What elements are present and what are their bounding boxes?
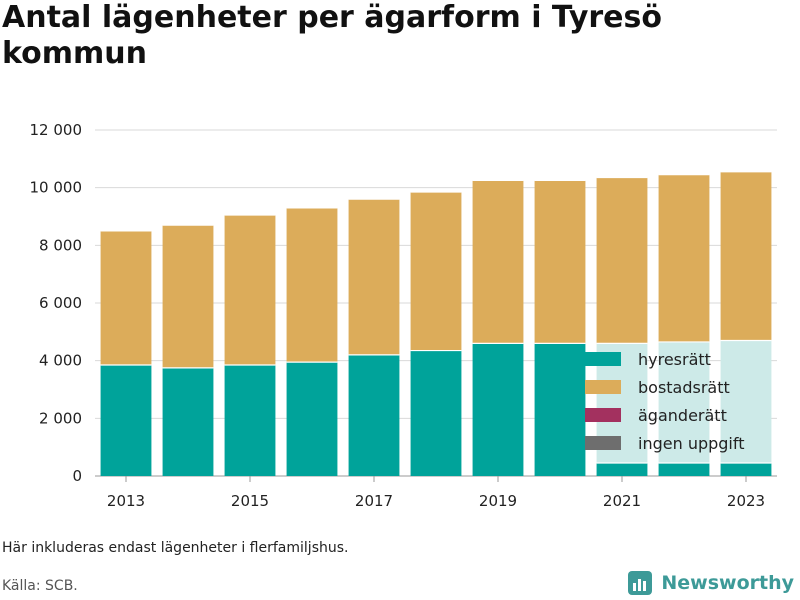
bars	[100, 171, 772, 476]
y-tick-label: 0	[72, 467, 82, 485]
x-tick-label: 2013	[107, 492, 145, 510]
bar-segment-2013[interactable]	[100, 364, 152, 476]
bar-segment-2014[interactable]	[162, 225, 214, 368]
y-tick-label: 10 000	[30, 179, 83, 197]
y-tick-label: 6 000	[39, 294, 82, 312]
x-tick-label: 2019	[479, 492, 517, 510]
brand-name: Newsworthy	[661, 572, 794, 594]
x-tick-label: 2017	[355, 492, 393, 510]
y-tick-label: 4 000	[39, 352, 82, 370]
legend-swatch-2	[585, 408, 621, 422]
bar-segment-2023[interactable]	[720, 340, 772, 464]
legend: hyresrätt bostadsrätt äganderätt ingen uppg…	[585, 350, 745, 453]
legend-label-2: äganderätt	[638, 406, 727, 425]
y-tick-label: 2 000	[39, 409, 82, 427]
bar-segment-2015[interactable]	[224, 215, 276, 365]
legend-label-0: hyresrätt	[638, 350, 711, 369]
bar-segment-2018[interactable]	[410, 350, 462, 476]
bar-segment-2020[interactable]	[534, 343, 586, 476]
bar-segment-2020[interactable]	[534, 180, 586, 344]
bar-segment-2015[interactable]	[224, 364, 276, 476]
x-tick-label: 2015	[231, 492, 269, 510]
x-axis-ticks: 2013 2015 2017 2019 2021 2023	[107, 476, 765, 510]
legend-swatch-1	[585, 380, 621, 394]
legend-label-1: bostadsrätt	[638, 378, 730, 397]
bar-segment-2019[interactable]	[472, 180, 524, 344]
bar-segment-2017[interactable]	[348, 354, 400, 476]
legend-swatch-3	[585, 436, 621, 450]
bar-segment-2013[interactable]	[100, 230, 152, 365]
bar-segment-2019[interactable]	[472, 343, 524, 476]
y-tick-label: 8 000	[39, 236, 82, 254]
x-tick-label: 2023	[727, 492, 765, 510]
bar-segment-2016[interactable]	[286, 362, 338, 476]
x-tick-label: 2021	[603, 492, 641, 510]
brand-logo[interactable]: Newsworthy	[627, 568, 794, 598]
chart-source: Källa: SCB.	[2, 578, 78, 594]
bar-segment-2016[interactable]	[286, 207, 338, 363]
newsworthy-logo-icon	[628, 571, 653, 595]
y-tick-label: 12 000	[30, 121, 83, 139]
bar-segment-2022[interactable]	[658, 341, 710, 464]
legend-swatch-0	[585, 352, 621, 366]
bar-segment-2023[interactable]	[720, 463, 772, 476]
bar-segment-2021[interactable]	[596, 463, 648, 476]
bar-segment-2018[interactable]	[410, 191, 462, 351]
bar-segment-2023[interactable]	[720, 171, 772, 341]
bar-segment-2022[interactable]	[658, 463, 710, 476]
chart-note: Här inkluderas endast lägenheter i flerf…	[2, 540, 349, 556]
legend-label-3: ingen uppgift	[638, 434, 745, 453]
bar-segment-2014[interactable]	[162, 367, 214, 476]
bar-segment-2021[interactable]	[596, 177, 648, 344]
chart-title: Antal lägenheter per ägarform i Tyresö k…	[2, 0, 662, 71]
bar-segment-2022[interactable]	[658, 174, 710, 342]
y-axis-ticks: 0 2 000 4 000 6 000 8 000 10 000 12 000	[30, 121, 83, 485]
bar-segment-2017[interactable]	[348, 199, 400, 355]
